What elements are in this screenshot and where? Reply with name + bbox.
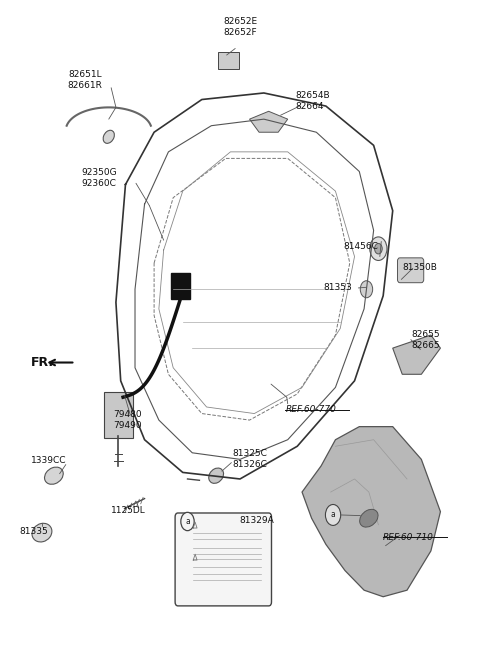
Text: 81456C: 81456C bbox=[344, 242, 378, 251]
FancyBboxPatch shape bbox=[175, 513, 272, 606]
Polygon shape bbox=[393, 335, 441, 374]
Text: REF.60-770: REF.60-770 bbox=[285, 405, 336, 414]
Text: 1125DL: 1125DL bbox=[110, 507, 145, 516]
Text: 92350G
92360C: 92350G 92360C bbox=[82, 168, 117, 188]
Circle shape bbox=[370, 237, 387, 260]
Text: a: a bbox=[331, 510, 336, 520]
Ellipse shape bbox=[103, 130, 114, 143]
Text: 81335: 81335 bbox=[20, 528, 48, 536]
Text: 81329A: 81329A bbox=[239, 516, 274, 526]
Text: a: a bbox=[185, 517, 190, 526]
Text: 82655
82665: 82655 82665 bbox=[412, 330, 441, 350]
FancyBboxPatch shape bbox=[104, 392, 133, 438]
Text: FR.: FR. bbox=[31, 356, 54, 369]
Polygon shape bbox=[302, 426, 441, 597]
Text: 81325C
81326C: 81325C 81326C bbox=[233, 449, 268, 469]
Text: 81353: 81353 bbox=[324, 283, 352, 292]
Text: 81350B: 81350B bbox=[402, 263, 437, 272]
Text: 79480
79490: 79480 79490 bbox=[114, 410, 142, 430]
Ellipse shape bbox=[45, 467, 63, 484]
Text: 82651L
82661R: 82651L 82661R bbox=[68, 70, 102, 90]
Ellipse shape bbox=[360, 509, 378, 527]
Circle shape bbox=[360, 281, 372, 298]
Polygon shape bbox=[171, 273, 190, 299]
Text: REF.60-710: REF.60-710 bbox=[383, 533, 434, 541]
Text: 82652E
82652F: 82652E 82652F bbox=[223, 17, 257, 37]
Text: 1339CC: 1339CC bbox=[31, 456, 67, 465]
FancyBboxPatch shape bbox=[217, 53, 239, 70]
Polygon shape bbox=[250, 111, 288, 132]
Circle shape bbox=[181, 512, 194, 531]
Ellipse shape bbox=[32, 523, 52, 542]
Circle shape bbox=[374, 244, 382, 254]
Ellipse shape bbox=[209, 468, 224, 484]
FancyBboxPatch shape bbox=[397, 258, 424, 283]
Circle shape bbox=[325, 505, 341, 526]
Text: 82654B
82664: 82654B 82664 bbox=[295, 91, 329, 111]
